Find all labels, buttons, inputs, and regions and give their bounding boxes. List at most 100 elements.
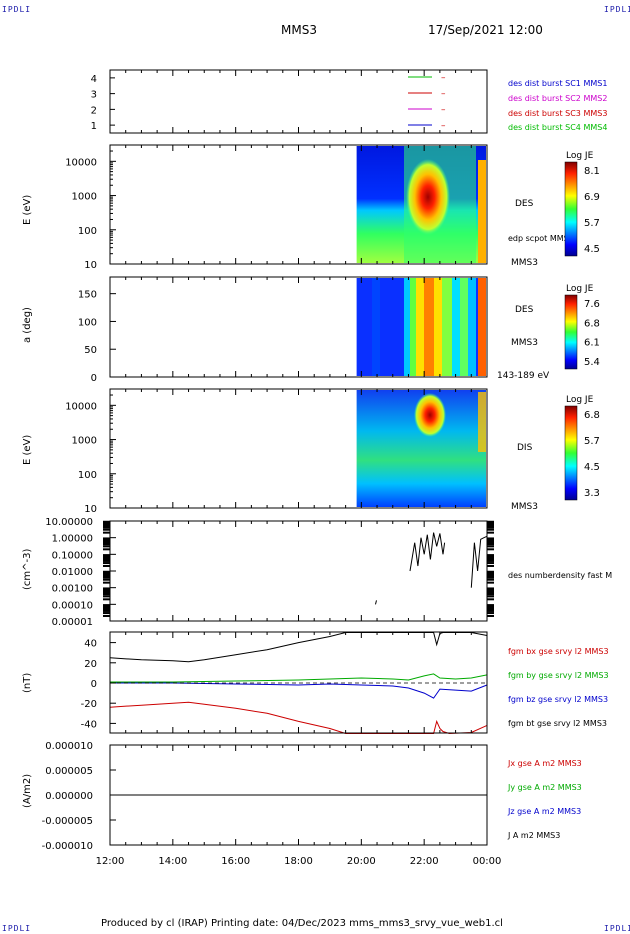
p4-ytick-label: 10000	[65, 401, 97, 412]
spacecraft-title: MMS3	[281, 23, 317, 37]
p6-legend-by: fgm by gse srvy l2 MMS3	[508, 671, 609, 680]
corner-label-br: IPDLI	[604, 924, 630, 933]
p2-ytick-label: 10	[84, 260, 97, 271]
x-tick-label: 16:00	[221, 856, 250, 867]
p6-ytick-label: 0	[91, 679, 97, 690]
corner-label-tl: IPDLI	[2, 5, 32, 14]
p2-sc: MMS3	[511, 258, 538, 268]
p2-cb-tick: 6.9	[584, 192, 600, 203]
p1-legend-sc2: des dist burst SC2 MMS2	[508, 94, 608, 103]
p3-colorbar	[564, 294, 578, 370]
p4-ytick-label: 1000	[72, 436, 97, 447]
x-tick-label: 18:00	[284, 856, 313, 867]
p7-legend-jz: Jz gse A m2 MMS3	[508, 807, 582, 816]
p6-series-1	[110, 673, 488, 683]
p5-ytick-label: 0.00100	[52, 584, 93, 595]
p3-spectrogram-column	[452, 278, 460, 376]
p5-density-line	[409, 532, 488, 588]
p4-cb-tick: 6.8	[584, 410, 600, 421]
p4-sc: MMS3	[511, 502, 538, 512]
p1-key-dash: –	[441, 105, 446, 115]
p4-ytick-label: 100	[78, 470, 97, 481]
p2-species: DES	[515, 199, 534, 209]
p5-ytick-label: 1.00000	[52, 534, 93, 545]
p5-frame	[109, 520, 488, 622]
corner-label-tr: IPDLI	[604, 5, 630, 14]
p2-spectrogram-hot	[406, 159, 450, 235]
p2-overlay: edp scpot MMS3	[508, 234, 574, 243]
p2-colorbar	[564, 161, 578, 257]
p3-range: 143-189 eV	[497, 371, 550, 381]
p6-legend-bt: fgm bt gse srvy l2 MMS3	[508, 719, 607, 728]
p3-sc: MMS3	[511, 338, 538, 348]
p1-ytick-label: 2	[91, 105, 97, 116]
p3-spectrogram-column	[410, 278, 416, 376]
p6-ytick-label: -20	[81, 699, 97, 710]
p2-cb-tick: 8.1	[584, 166, 600, 177]
p7-ytick-label: 0.000010	[45, 741, 93, 752]
p6-legend-bx: fgm bx gse srvy l2 MMS3	[508, 647, 609, 656]
p3-spectrogram-column	[442, 278, 452, 376]
p3-cb-tick: 6.1	[584, 338, 600, 349]
p4-cb-tick: 5.7	[584, 436, 600, 447]
p5-density-point	[374, 600, 377, 605]
datetime-title: 17/Sep/2021 12:00	[428, 23, 543, 37]
p3-spectrogram-column	[478, 278, 486, 376]
p5-ytick-label: 0.00010	[52, 600, 93, 611]
p7-ytick-label: -0.000010	[42, 841, 93, 852]
p3-spectrogram-column	[416, 278, 424, 376]
p6-series-2	[110, 682, 488, 699]
p1-legend-sc4: des dist burst SC4 MMS4	[508, 123, 608, 132]
p7-legend-j: J A m2 MMS3	[508, 831, 561, 840]
p2-ytick-label: 1000	[72, 192, 97, 203]
p2-ytick-label: 100	[78, 226, 97, 237]
p1-ytick-label: 4	[91, 74, 97, 85]
p1-legend-sc3: des dist burst SC3 MMS3	[508, 109, 608, 118]
p4-cb-tick: 4.5	[584, 462, 600, 473]
footer-text: Produced by cl (IRAP) Printing date: 04/…	[101, 918, 503, 929]
p6-ytick-label: -40	[81, 719, 97, 730]
p4-cb-title: Log JE	[566, 395, 594, 405]
p4-spectrogram-edge	[478, 392, 486, 452]
p4-colorbar	[564, 405, 578, 501]
p3-cb-tick: 6.8	[584, 318, 600, 329]
p2-cb-title: Log JE	[566, 151, 594, 161]
x-tick-label: 12:00	[96, 856, 125, 867]
p3-spectrogram-column	[468, 278, 476, 376]
p3-species: DES	[515, 305, 534, 315]
p3-spectrogram-column	[424, 278, 434, 376]
p3-spectrogram-column	[434, 278, 442, 376]
p2-cb-tick: 4.5	[584, 244, 600, 255]
p7-legend-jy: Jy gse A m2 MMS3	[508, 783, 582, 792]
p2-spectrogram-edge	[478, 160, 486, 263]
x-tick-label: 22:00	[410, 856, 439, 867]
p3-cb-tick: 7.6	[584, 299, 600, 310]
p7-ytick-label: -0.000005	[42, 816, 93, 827]
p3-ytick-label: 150	[78, 290, 97, 301]
p1-legend-sc1: des dist burst SC1 MMS1	[508, 79, 608, 88]
p5-ytick-label: 10.00000	[45, 517, 93, 528]
p1-key-dash: –	[441, 121, 446, 131]
x-tick-label: 14:00	[158, 856, 187, 867]
p6-legend-bz: fgm bz gse srvy l2 MMS3	[508, 695, 609, 704]
p6-series-0	[109, 701, 488, 735]
p4-cb-tick: 3.3	[584, 488, 600, 499]
p3-ytick-label: 0	[91, 373, 97, 384]
p7-legend-jx: Jx gse A m2 MMS3	[508, 759, 582, 768]
x-tick-label: 00:00	[473, 856, 502, 867]
p1-ytick-label: 3	[91, 90, 97, 101]
p3-cb-title: Log JE	[566, 284, 594, 294]
p1-key-dash: –	[441, 73, 446, 83]
p3-ytick-label: 50	[84, 345, 97, 356]
p5-ytick-label: 0.01000	[52, 567, 93, 578]
p1-ytick-label: 1	[91, 121, 97, 132]
p1-key-dash: –	[441, 89, 446, 99]
p3-spectrogram-column	[372, 278, 380, 376]
p7-ytick-label: 0.000005	[45, 766, 93, 777]
p6-ytick-label: 20	[84, 659, 97, 670]
p3-spectrogram-column	[460, 278, 468, 376]
p1-frame	[109, 69, 488, 134]
p4-spectrogram-hot	[414, 393, 446, 437]
corner-label-bl: IPDLI	[2, 924, 32, 933]
